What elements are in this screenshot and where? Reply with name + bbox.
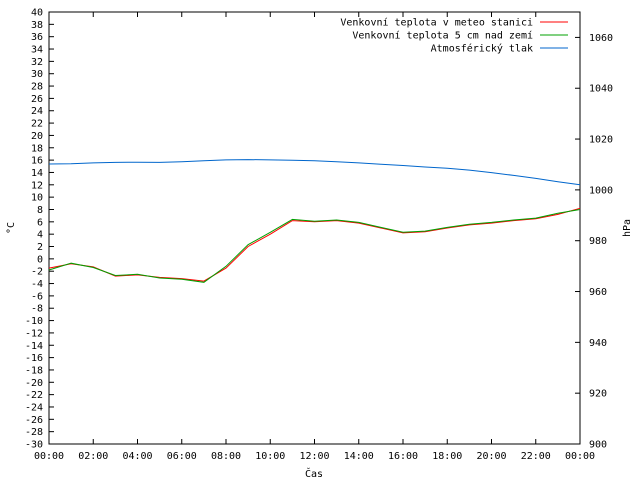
- x-tick-label: 04:00: [122, 451, 152, 462]
- y-left-tick-label: 4: [37, 230, 43, 241]
- y-left-tick-label: 18: [31, 143, 43, 154]
- y-left-tick-label: 14: [31, 168, 43, 179]
- y-left-tick-label: 12: [31, 180, 43, 191]
- y-left-tick-label: 34: [31, 45, 43, 56]
- x-tick-label: 08:00: [211, 451, 241, 462]
- legend: Venkovní teplota v meteo staniciVenkovní…: [340, 17, 568, 55]
- y-left-tick-label: 6: [37, 217, 43, 228]
- x-tick-label: 22:00: [521, 451, 551, 462]
- series-line-2: [48, 209, 581, 283]
- y-axis-right-label: hPa: [622, 219, 633, 237]
- y-left-tick-label: -2: [31, 267, 43, 278]
- y-left-tick-label: 20: [31, 131, 43, 142]
- legend-label: Atmosférický tlak: [431, 43, 533, 55]
- y-left-tick-label: 2: [37, 242, 43, 253]
- y-left-tick-label: 36: [31, 32, 43, 43]
- y-left-tick-label: -20: [25, 378, 43, 389]
- y-left-tick-label: -28: [25, 427, 43, 438]
- y-right-tick-label: 980: [589, 236, 607, 247]
- x-tick-label: 06:00: [167, 451, 197, 462]
- y-axis-left: -30-28-26-24-22-20-18-16-14-12-10-8-6-4-…: [25, 8, 54, 451]
- y-left-tick-label: 10: [31, 193, 43, 204]
- y-right-tick-label: 1020: [589, 135, 613, 146]
- y-left-tick-label: 22: [31, 119, 43, 130]
- y-right-tick-label: 960: [589, 287, 607, 298]
- x-tick-label: 02:00: [78, 451, 108, 462]
- series-line-1: [48, 207, 581, 282]
- y-left-tick-label: -8: [31, 304, 43, 315]
- x-tick-label: 14:00: [344, 451, 374, 462]
- y-left-tick-label: 30: [31, 69, 43, 80]
- y-left-tick-label: -30: [25, 440, 43, 451]
- y-right-tick-label: 1060: [589, 33, 613, 44]
- y-left-tick-label: -26: [25, 415, 43, 426]
- x-tick-label: 00:00: [34, 451, 64, 462]
- y-right-tick-label: 1000: [589, 185, 613, 196]
- x-axis: 00:00 02:00 04:00 06:00 08:00 10:00 12:00 14:00…: [34, 12, 595, 462]
- y-left-tick-label: 24: [31, 106, 43, 117]
- y-left-tick-label: -6: [31, 291, 43, 302]
- x-tick-label: 20:00: [476, 451, 506, 462]
- x-tick-label: 10:00: [255, 451, 285, 462]
- y-left-tick-label: 16: [31, 156, 43, 167]
- y-axis-left-label: °C: [6, 222, 17, 234]
- x-tick-label: 12:00: [299, 451, 329, 462]
- y-left-tick-label: 38: [31, 20, 43, 31]
- y-axis-right: 900 920 940 960 980 1000 1020 1040 1060: [575, 33, 613, 451]
- plot-frame: [48, 11, 581, 445]
- x-tick-label: 00:00: [565, 451, 595, 462]
- y-left-tick-label: -10: [25, 316, 43, 327]
- y-left-tick-label: 40: [31, 8, 43, 19]
- legend-label: Venkovní teplota 5 cm nad zemí: [352, 30, 533, 42]
- y-left-tick-label: 28: [31, 82, 43, 93]
- y-right-tick-label: 920: [589, 389, 607, 400]
- x-tick-label: 16:00: [388, 451, 418, 462]
- series-line-3: [48, 159, 581, 186]
- y-right-tick-label: 1040: [589, 84, 613, 95]
- series-lines: [48, 159, 581, 283]
- y-left-tick-label: -16: [25, 353, 43, 364]
- y-left-tick-label: 0: [37, 254, 43, 265]
- legend-label: Venkovní teplota v meteo stanici: [340, 17, 533, 29]
- y-left-tick-label: 8: [37, 205, 43, 216]
- y-left-tick-label: 32: [31, 57, 43, 68]
- y-right-tick-label: 940: [589, 338, 607, 349]
- y-left-tick-label: -12: [25, 328, 43, 339]
- y-right-tick-label: 900: [589, 440, 607, 451]
- y-left-tick-label: -14: [25, 341, 43, 352]
- x-tick-label: 18:00: [432, 451, 462, 462]
- y-left-tick-label: -22: [25, 390, 43, 401]
- y-left-tick-label: 26: [31, 94, 43, 105]
- y-left-tick-label: -18: [25, 365, 43, 376]
- y-left-tick-label: -4: [31, 279, 43, 290]
- y-left-tick-label: -24: [25, 402, 43, 413]
- x-axis-label: Čas: [305, 467, 323, 480]
